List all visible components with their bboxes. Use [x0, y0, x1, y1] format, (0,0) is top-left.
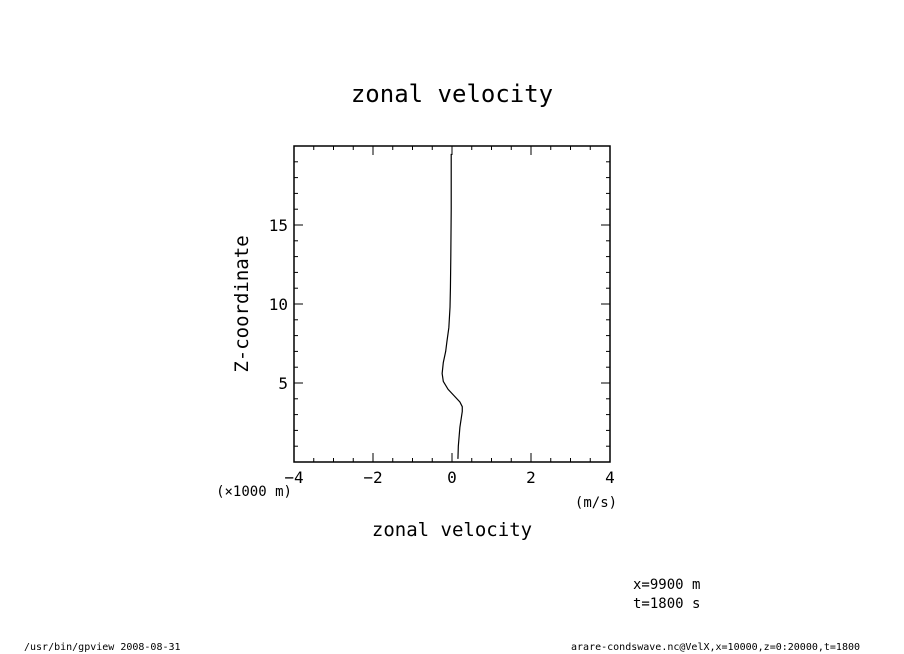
axis-ticks [293, 146, 611, 462]
annotation-x: x=9900 m [633, 577, 700, 593]
x-tick-label: −2 [363, 468, 382, 487]
annotation-t: t=1800 s [633, 596, 700, 612]
y-tick-label: 15 [269, 216, 288, 235]
footer-left: /usr/bin/gpview 2008-08-31 [24, 642, 181, 653]
chart-title: zonal velocity [351, 80, 553, 108]
y-axis-unit: (×1000 m) [216, 484, 292, 500]
series-line [441, 153, 463, 459]
x-tick-label: 2 [526, 468, 536, 487]
plot-frame [293, 145, 611, 463]
axis-tick-labels: −4 −2 0 2 4 5 10 15 [269, 216, 615, 487]
footer-right: arare-condswave.nc@VelX,x=10000,z=0:2000… [571, 642, 860, 653]
x-tick-label: 4 [605, 468, 615, 487]
y-tick-label: 10 [269, 295, 288, 314]
y-tick-label: 5 [278, 374, 288, 393]
x-tick-label: −4 [284, 468, 303, 487]
x-axis-label: zonal velocity [372, 519, 532, 541]
x-axis-unit: (m/s) [575, 495, 617, 511]
x-tick-label: 0 [447, 468, 457, 487]
y-axis-label: Z-coordinate [231, 235, 253, 372]
